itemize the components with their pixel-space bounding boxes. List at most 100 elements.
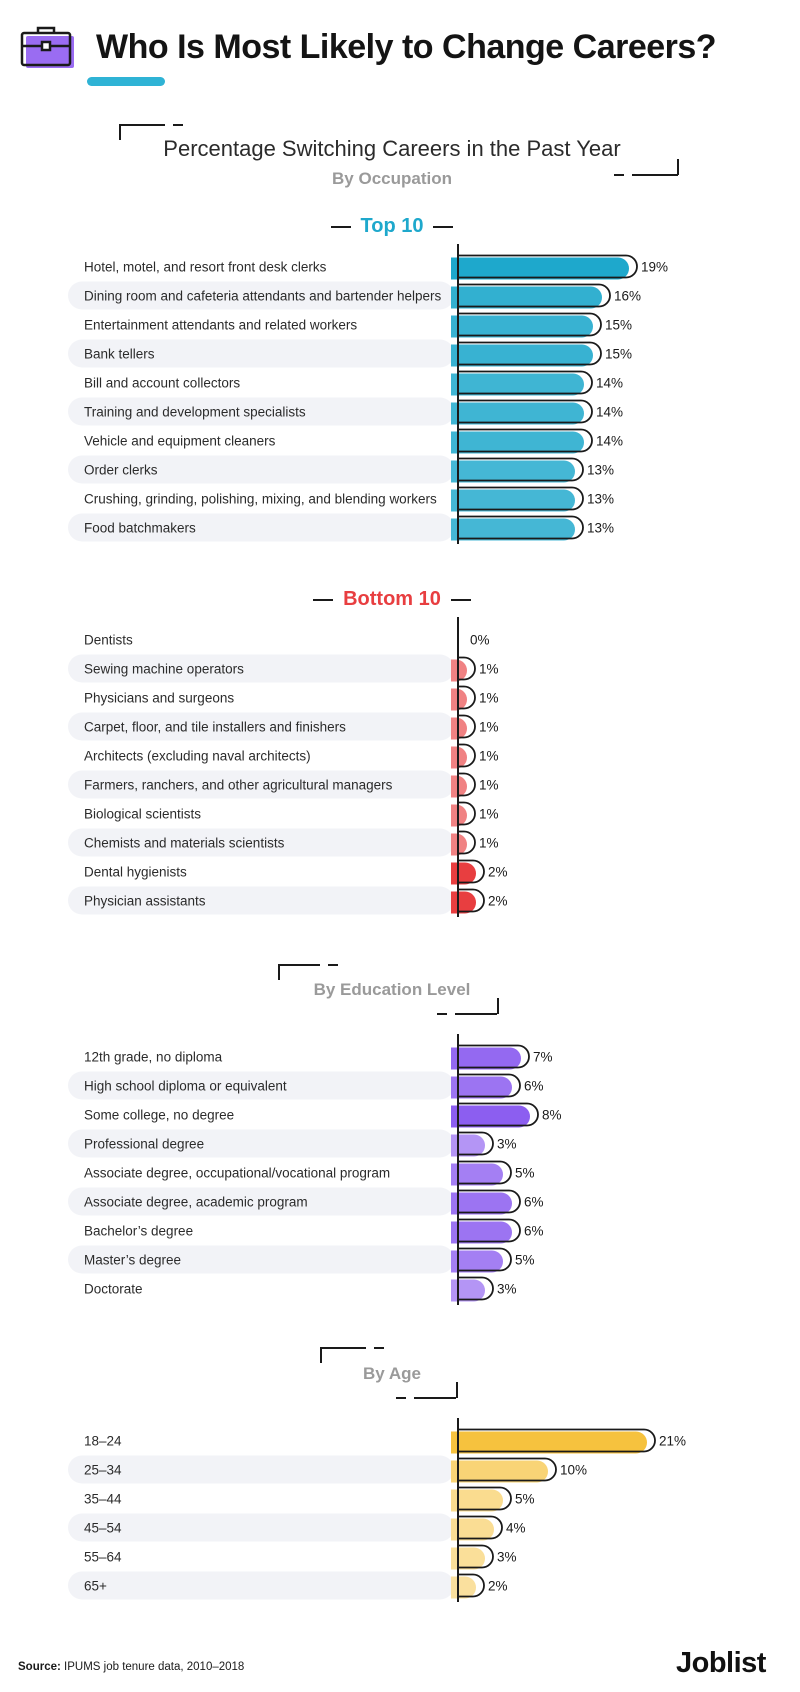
bar-outline [458, 399, 593, 424]
value-label: 10% [560, 1463, 587, 1478]
bar-outline [458, 370, 593, 395]
row-band [68, 654, 454, 683]
bar [451, 862, 476, 885]
bar-outline [458, 1247, 512, 1272]
bar [451, 1134, 486, 1157]
bar [451, 1489, 504, 1512]
bar-outline [458, 428, 593, 453]
bar-outline [458, 1515, 503, 1540]
category-label: Physician assistants [84, 894, 206, 909]
briefcase-icon [20, 26, 74, 68]
value-label: 6% [524, 1224, 544, 1239]
bar-outline [458, 801, 476, 826]
bar-outline [458, 888, 485, 913]
bar-outline [458, 1486, 512, 1511]
value-label: 13% [587, 521, 614, 536]
source-text: IPUMS job tenure data, 2010–2018 [64, 1661, 245, 1673]
category-label: Farmers, ranchers, and other agricultura… [84, 778, 393, 793]
value-label: 1% [479, 778, 499, 793]
source-note: Source: IPUMS job tenure data, 2010–2018 [18, 1661, 244, 1673]
bar-outline [458, 515, 584, 540]
bar [451, 1076, 512, 1099]
bar [451, 1431, 647, 1454]
bar-outline [458, 1544, 494, 1569]
row-band [68, 339, 454, 368]
bar-outline [458, 486, 584, 511]
value-label: 2% [488, 865, 508, 880]
value-label: 19% [641, 260, 668, 275]
category-label: Dining room and cafeteria attendants and… [84, 289, 441, 304]
row-band [68, 1513, 454, 1542]
category-label: 65+ [84, 1579, 107, 1594]
category-label: Vehicle and equipment cleaners [84, 434, 276, 449]
value-label: 2% [488, 894, 508, 909]
section-subtitle-age: By Age [363, 1364, 421, 1383]
value-label: 7% [533, 1050, 553, 1065]
category-label: Dental hygienists [84, 865, 187, 880]
value-label: 1% [479, 720, 499, 735]
chart-rows: 18–24 21% 25–34 10% 35–44 5% 45–54 4% 55–64 3% 65+… [68, 1428, 686, 1600]
value-label: 14% [596, 376, 623, 391]
bar-outline [458, 283, 611, 308]
bar-outline [458, 1218, 521, 1243]
category-label: Food batchmakers [84, 521, 196, 536]
bar [451, 518, 575, 541]
row-band [68, 1129, 454, 1158]
category-label: 55–64 [84, 1550, 122, 1565]
value-label: 1% [479, 662, 499, 677]
value-label: 15% [605, 318, 632, 333]
value-label: 8% [542, 1108, 562, 1123]
value-label: 6% [524, 1195, 544, 1210]
group-title-top: Top 10 [360, 215, 424, 237]
bar [451, 431, 584, 454]
category-label: Entertainment attendants and related wor… [84, 318, 357, 333]
category-label: Chemists and materials scientists [84, 836, 285, 851]
value-label: 14% [596, 434, 623, 449]
category-label: 12th grade, no diploma [84, 1050, 223, 1065]
category-label: Bank tellers [84, 347, 155, 362]
value-label: 2% [488, 1579, 508, 1594]
category-label: Crushing, grinding, polishing, mixing, a… [84, 492, 437, 507]
value-label: 4% [506, 1521, 526, 1536]
row-band [68, 828, 454, 857]
bar-outline [458, 772, 476, 797]
bar [451, 373, 584, 396]
bar-outline [458, 656, 476, 681]
bar-outline [458, 1131, 494, 1156]
bar [451, 1547, 486, 1570]
value-label: 15% [605, 347, 632, 362]
category-label: High school diploma or equivalent [84, 1079, 287, 1094]
bar-outline [458, 859, 485, 884]
bar [451, 315, 593, 338]
row-band [68, 397, 454, 426]
bar [451, 257, 629, 280]
chart-bottom-10: Dentists 0% Sewing machine operators 1% Phys… [68, 617, 508, 917]
row-band [68, 886, 454, 915]
bar-outline [458, 685, 476, 710]
section-title-occupation: Percentage Switching Careers in the Past… [163, 136, 621, 161]
bar-outline [458, 341, 602, 366]
category-label: Biological scientists [84, 807, 201, 822]
bar [451, 402, 584, 425]
bar-outline [458, 743, 476, 768]
bar-outline [458, 1102, 539, 1127]
chart-rows: 12th grade, no diploma 7% High school dipl… [68, 1044, 562, 1302]
category-label: Professional degree [84, 1137, 204, 1152]
chart-age: 18–24 21% 25–34 10% 35–44 5% 45–54 4% 55–64 3% 65+… [68, 1418, 686, 1602]
value-label: 3% [497, 1282, 517, 1297]
bar-outline [458, 457, 584, 482]
chart-rows: Dentists 0% Sewing machine operators 1% Phys… [68, 633, 508, 915]
chart-top-10: Hotel, motel, and resort front desk cler… [68, 244, 668, 544]
group-heading-bottom: Bottom 10 [0, 588, 784, 611]
bar-outline [458, 1457, 557, 1482]
category-label: Carpet, floor, and tile installers and f… [84, 720, 346, 735]
section-subtitle-occupation: By Occupation [332, 169, 452, 188]
value-label: 5% [515, 1166, 535, 1181]
brand-logo: Joblist [676, 1647, 766, 1679]
category-label: Associate degree, academic program [84, 1195, 308, 1210]
value-label: 13% [587, 463, 614, 478]
row-band [68, 770, 454, 799]
value-label: 16% [614, 289, 641, 304]
bar-outline [458, 1276, 494, 1301]
source-label: Source: [18, 1661, 61, 1673]
